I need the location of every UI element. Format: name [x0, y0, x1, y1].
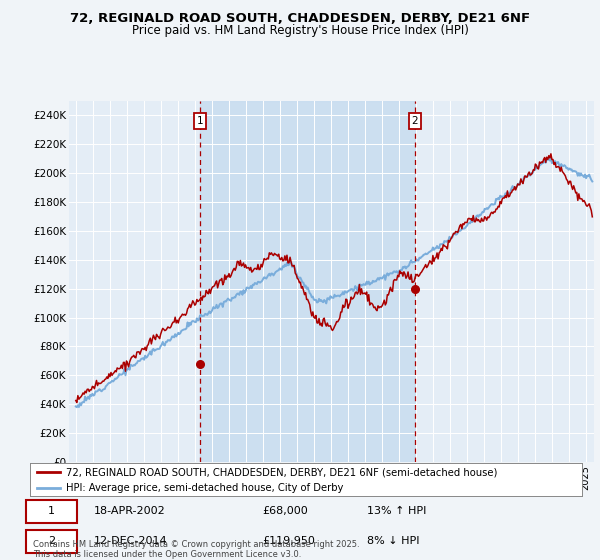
Text: £119,950: £119,950 [262, 536, 315, 547]
Text: £68,000: £68,000 [262, 506, 308, 516]
Text: 1: 1 [48, 506, 55, 516]
Text: 1: 1 [196, 116, 203, 126]
Text: Price paid vs. HM Land Registry's House Price Index (HPI): Price paid vs. HM Land Registry's House … [131, 24, 469, 36]
Text: 12-DEC-2014: 12-DEC-2014 [94, 536, 167, 547]
FancyBboxPatch shape [26, 530, 77, 553]
FancyBboxPatch shape [26, 500, 77, 522]
Text: 8% ↓ HPI: 8% ↓ HPI [367, 536, 419, 547]
Text: 72, REGINALD ROAD SOUTH, CHADDESDEN, DERBY, DE21 6NF (semi-detached house): 72, REGINALD ROAD SOUTH, CHADDESDEN, DER… [66, 467, 497, 477]
Text: 2: 2 [412, 116, 418, 126]
Text: Contains HM Land Registry data © Crown copyright and database right 2025.
This d: Contains HM Land Registry data © Crown c… [33, 540, 359, 559]
Bar [200, 101, 415, 462]
Text: 18-APR-2002: 18-APR-2002 [94, 506, 165, 516]
Text: 72, REGINALD ROAD SOUTH, CHADDESDEN, DERBY, DE21 6NF: 72, REGINALD ROAD SOUTH, CHADDESDEN, DER… [70, 12, 530, 25]
Text: 13% ↑ HPI: 13% ↑ HPI [367, 506, 426, 516]
Text: 2: 2 [48, 536, 55, 547]
Text: HPI: Average price, semi-detached house, City of Derby: HPI: Average price, semi-detached house,… [66, 483, 343, 493]
